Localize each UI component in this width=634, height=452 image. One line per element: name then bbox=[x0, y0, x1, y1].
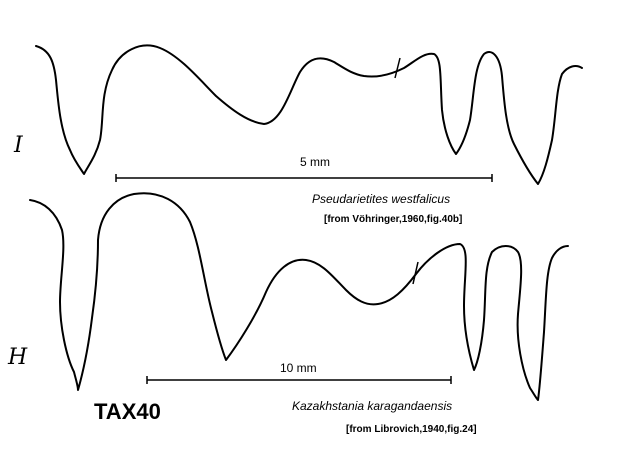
lower-position-marker bbox=[412, 261, 419, 285]
tax-identifier: TAX40 bbox=[94, 399, 161, 424]
lower-species-name: Kazakhstania karagandaensis bbox=[292, 399, 452, 413]
upper-scale-label: 5 mm bbox=[300, 155, 330, 169]
upper-roman-numeral: I bbox=[13, 133, 24, 158]
upper-position-marker bbox=[394, 57, 401, 79]
lower-scale-label: 10 mm bbox=[280, 361, 317, 375]
lower-suture-line bbox=[29, 192, 569, 401]
upper-source-citation: [from Vöhringer,1960,fig.40b] bbox=[324, 214, 462, 225]
upper-species-name: Pseudarietites westfalicus bbox=[312, 192, 450, 206]
lower-roman-numeral: H bbox=[7, 345, 28, 370]
lower-source-citation: [from Librovich,1940,fig.24] bbox=[346, 424, 477, 435]
upper-suture-line bbox=[35, 44, 583, 185]
